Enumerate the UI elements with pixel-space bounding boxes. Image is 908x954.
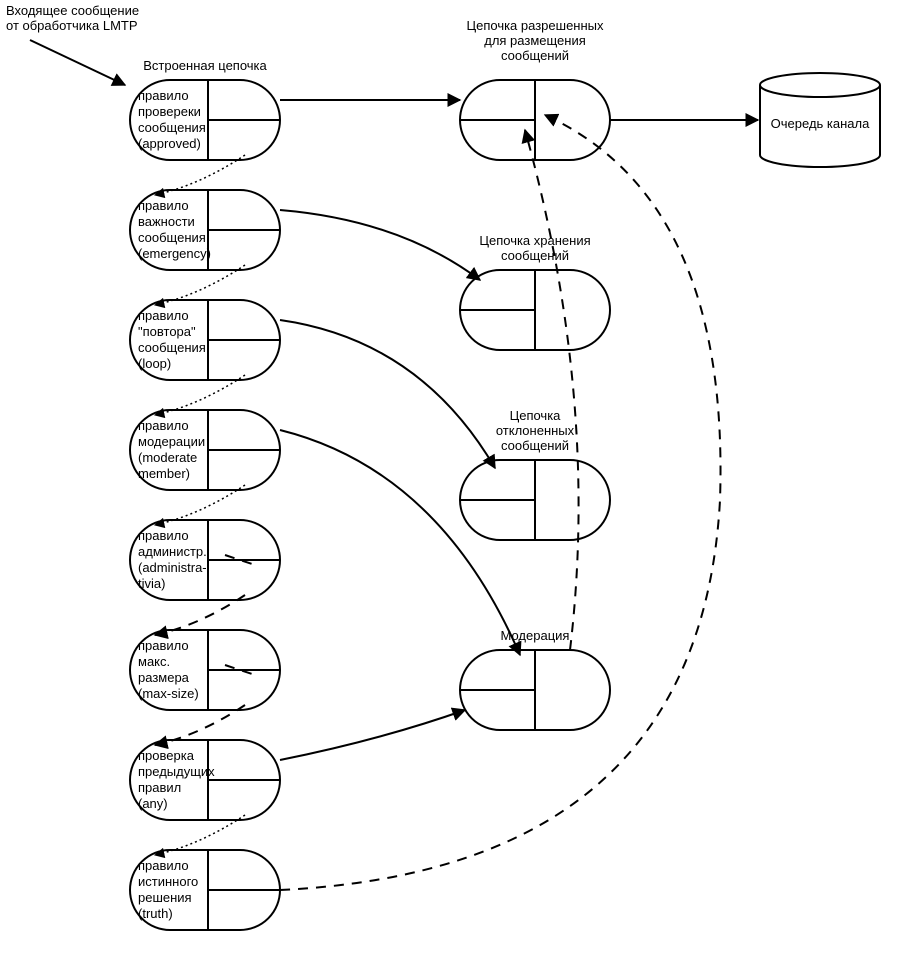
rule-6-line-2: правил (138, 780, 181, 795)
allowed-chain-title-2: для размещения (484, 33, 586, 48)
rule-5-line-3: (max-size) (138, 686, 199, 701)
arrow-emergency-storage (280, 210, 480, 280)
rule-5-line-2: размера (138, 670, 190, 685)
rule-7-line-3: (truth) (138, 906, 173, 921)
rule-0-line-3: (approved) (138, 136, 201, 151)
storage-chain-title-2: сообщений (501, 248, 569, 263)
rule-0-line-0: правило (138, 88, 189, 103)
arrow-truth-allowed (280, 115, 721, 890)
rule-3-line-1: модерации (138, 434, 205, 449)
rule-pill-3: правиломодерации(moderatemember) (130, 410, 280, 490)
rule-6-line-3: (any) (138, 796, 168, 811)
rule-5-line-1: макс. (138, 654, 170, 669)
rule-0-line-2: сообщения (138, 120, 206, 135)
rule-3-line-3: member) (138, 466, 190, 481)
rule-1-line-1: важности (138, 214, 195, 229)
incoming-label-1: Входящее сообщение (6, 3, 139, 18)
rule-2-line-0: правило (138, 308, 189, 323)
arrow-loop-rejected (280, 320, 495, 468)
arrow-any-moderation (280, 710, 465, 760)
incoming-arrow (30, 40, 125, 85)
rule-3-line-0: правило (138, 418, 189, 433)
rejected-chain-title-1: Цепочка (510, 408, 562, 423)
rule-4-line-3: tivia) (138, 576, 165, 591)
rule-5-line-0: правило (138, 638, 189, 653)
rule-pill-6: проверкапредыдущихправил(any) (130, 740, 280, 820)
rule-2-line-3: (loop) (138, 356, 171, 371)
rejected-chain-pill (460, 460, 610, 540)
rule-pill-7: правилоистинногорешения(truth) (130, 850, 280, 930)
rule-0-line-1: провереки (138, 104, 201, 119)
rule-1-line-0: правило (138, 198, 189, 213)
rule-7-line-0: правило (138, 858, 189, 873)
rule-1-line-2: сообщения (138, 230, 206, 245)
rule-6-line-0: проверка (138, 748, 195, 763)
rejected-chain-title-3: сообщений (501, 438, 569, 453)
queue-cylinder: Очередь канала (760, 73, 880, 167)
allowed-chain-title-3: сообщений (501, 48, 569, 63)
rejected-chain-title-2: отклоненных (496, 423, 575, 438)
queue-label: Очередь канала (771, 116, 870, 131)
storage-chain-title-1: Цепочка хранения (479, 233, 590, 248)
builtin-chain-title: Встроенная цепочка (143, 58, 267, 73)
storage-chain-pill (460, 270, 610, 350)
rule-pill-5: правиломакс.размера(max-size) (130, 630, 280, 710)
rule-pill-1: правиловажностисообщения(emergency) (130, 190, 280, 270)
rule-6-line-1: предыдущих (138, 764, 215, 779)
arrow-moderation-allowed (525, 130, 579, 650)
allowed-chain-title-1: Цепочка разрешенных (466, 18, 604, 33)
rule-pill-0: правилопроверекисообщения(approved) (130, 80, 280, 160)
incoming-label-2: от обработчика LMTP (6, 18, 138, 33)
rule-2-line-1: "повтора" (138, 324, 196, 339)
rule-pill-2: правило"повтора"сообщения(loop) (130, 300, 280, 380)
rule-3-line-2: (moderate (138, 450, 197, 465)
allowed-chain-pill (460, 80, 610, 160)
rule-1-line-3: (emergency) (138, 246, 211, 261)
rule-2-line-2: сообщения (138, 340, 206, 355)
rule-4-line-0: правило (138, 528, 189, 543)
rule-4-line-1: администр. (138, 544, 207, 559)
rule-pill-4: правилоадминистр.(administra-tivia) (130, 520, 280, 600)
rule-7-line-1: истинного (138, 874, 198, 889)
moderation-pill (460, 650, 610, 730)
rule-4-line-2: (administra- (138, 560, 207, 575)
rule-7-line-2: решения (138, 890, 192, 905)
